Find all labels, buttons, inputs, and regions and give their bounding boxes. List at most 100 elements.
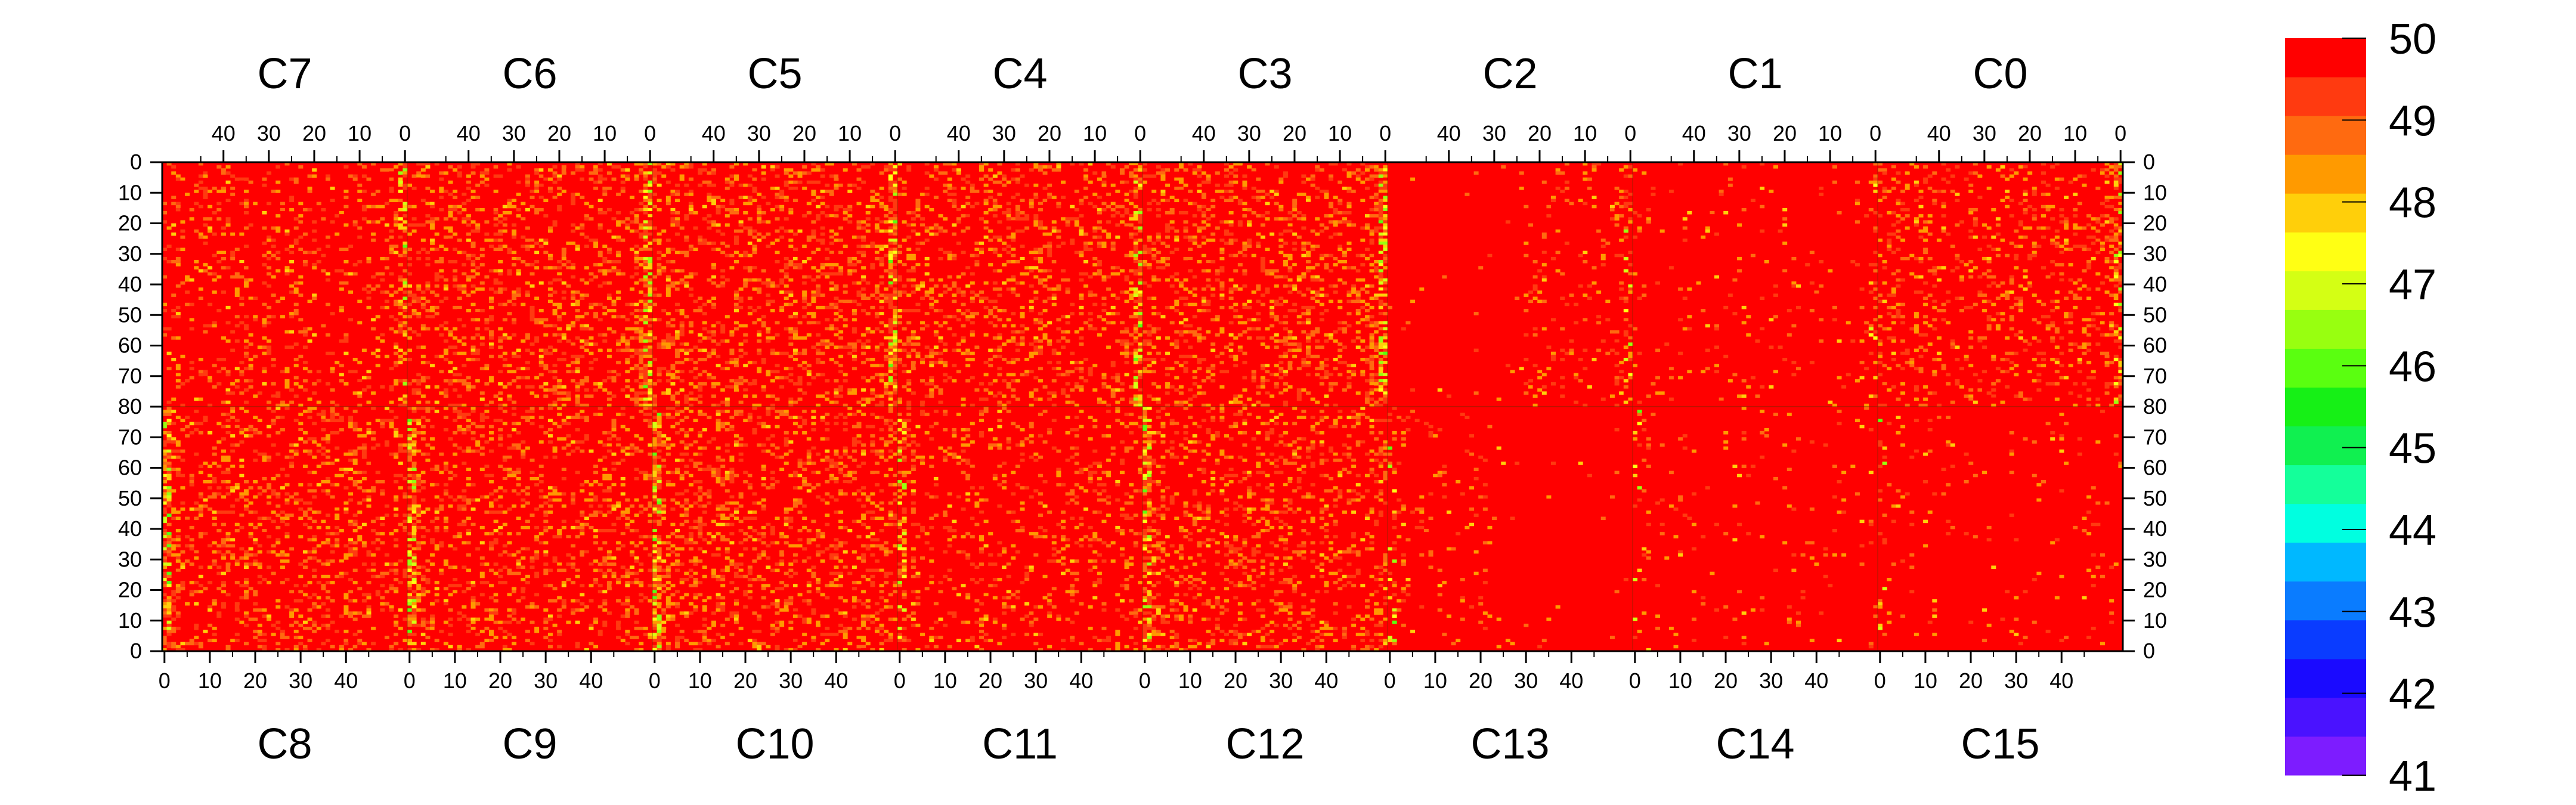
heatmap-cell (965, 284, 971, 288)
heatmap-cell (475, 327, 481, 331)
heatmap-cell (806, 202, 812, 206)
heatmap-cell (743, 183, 748, 187)
heatmap-cell (1024, 214, 1030, 218)
heatmap-cell (893, 321, 898, 325)
heatmap-cell (643, 256, 648, 261)
heatmap-cell (1133, 379, 1138, 383)
heatmap-cell (339, 211, 344, 215)
heatmap-cell (457, 339, 462, 343)
heatmap-cell (838, 330, 844, 334)
heatmap-cell (897, 348, 903, 352)
heatmap-cell (720, 284, 726, 288)
heatmap-cell (838, 324, 844, 328)
heatmap-cell (293, 180, 299, 184)
heatmap-cell (661, 321, 667, 325)
heatmap-cell (244, 345, 249, 349)
heatmap-cell (679, 321, 685, 325)
heatmap-cell (1079, 321, 1084, 325)
heatmap-cell (434, 247, 439, 252)
heatmap-cell (757, 239, 762, 242)
heatmap-cell (439, 196, 444, 199)
heatmap-cell (525, 239, 530, 242)
heatmap-cell (402, 296, 408, 301)
heatmap-cell (611, 266, 617, 270)
heatmap-cell (688, 293, 693, 297)
heatmap-cell (1110, 242, 1116, 245)
heatmap-cell (443, 327, 448, 331)
heatmap-cell (747, 190, 753, 193)
heatmap-cell (684, 165, 689, 169)
heatmap-cell (888, 177, 893, 181)
heatmap-cell (575, 193, 580, 196)
heatmap-cell (902, 364, 907, 367)
heatmap-cell (443, 190, 448, 193)
heatmap-cell (566, 242, 571, 245)
heatmap-cell (716, 247, 721, 252)
heatmap-cell (1020, 342, 1025, 346)
heatmap-cell (175, 336, 181, 340)
heatmap-cell (302, 260, 308, 264)
heatmap-cell (779, 196, 785, 199)
heatmap-cell (924, 315, 930, 318)
heatmap-cell (888, 330, 893, 334)
heatmap-cell (402, 284, 408, 288)
heatmap-cell (784, 250, 789, 255)
heatmap-cell (234, 385, 240, 389)
heatmap-cell (738, 376, 744, 380)
heatmap-cell (212, 397, 217, 401)
heatmap-cell (1088, 370, 1093, 374)
heatmap-cell (679, 281, 685, 285)
heatmap-cell (743, 364, 748, 367)
heatmap-cell (747, 177, 753, 181)
heatmap-cell (784, 266, 789, 270)
heatmap-cell (943, 171, 948, 175)
heatmap-cell (847, 388, 853, 392)
heatmap-cell (838, 336, 844, 340)
heatmap-cell (293, 309, 299, 312)
heatmap-cell (1020, 199, 1025, 203)
heatmap-cell (806, 180, 812, 184)
heatmap-cell (906, 253, 912, 258)
heatmap-cell (439, 208, 444, 212)
heatmap-cell (516, 193, 521, 196)
heatmap-cell (239, 275, 244, 279)
heatmap-cell (462, 290, 467, 294)
heatmap-cell (724, 385, 730, 389)
heatmap-cell (1088, 403, 1093, 407)
heatmap-cell (1092, 193, 1098, 196)
heatmap-cell (516, 290, 521, 294)
heatmap-cell (861, 333, 866, 337)
heatmap-cell (893, 193, 898, 196)
heatmap-cell (915, 250, 921, 255)
heatmap-cell (643, 302, 648, 306)
heatmap-cell (470, 165, 476, 169)
heatmap-cell (516, 256, 521, 261)
heatmap-cell (992, 299, 998, 304)
heatmap-cell (893, 244, 898, 248)
heatmap-cell (448, 193, 453, 196)
heatmap-cell (979, 162, 984, 166)
heatmap-cell (453, 336, 458, 340)
heatmap-cell (584, 394, 589, 398)
heatmap-cell (547, 281, 553, 285)
heatmap-cell (561, 253, 566, 258)
heatmap-cell (530, 260, 535, 264)
heatmap-cell (462, 208, 467, 212)
heatmap-cell (711, 348, 716, 352)
heatmap-cell (1079, 367, 1084, 370)
heatmap-cell (825, 330, 830, 334)
heatmap-cell (502, 351, 507, 355)
heatmap-cell (561, 403, 566, 407)
heatmap-cell (208, 376, 213, 380)
heatmap-cell (1029, 391, 1034, 395)
heatmap-cell (643, 244, 648, 248)
heatmap-cell (302, 247, 308, 252)
heatmap-cell (616, 211, 621, 215)
heatmap-cell (770, 330, 775, 334)
heatmap-cell (602, 305, 608, 309)
heatmap-cell (420, 162, 426, 166)
heatmap-cell (398, 183, 403, 187)
heatmap-cell (284, 269, 290, 273)
heatmap-cell (339, 339, 344, 343)
heatmap-cell (829, 250, 834, 255)
